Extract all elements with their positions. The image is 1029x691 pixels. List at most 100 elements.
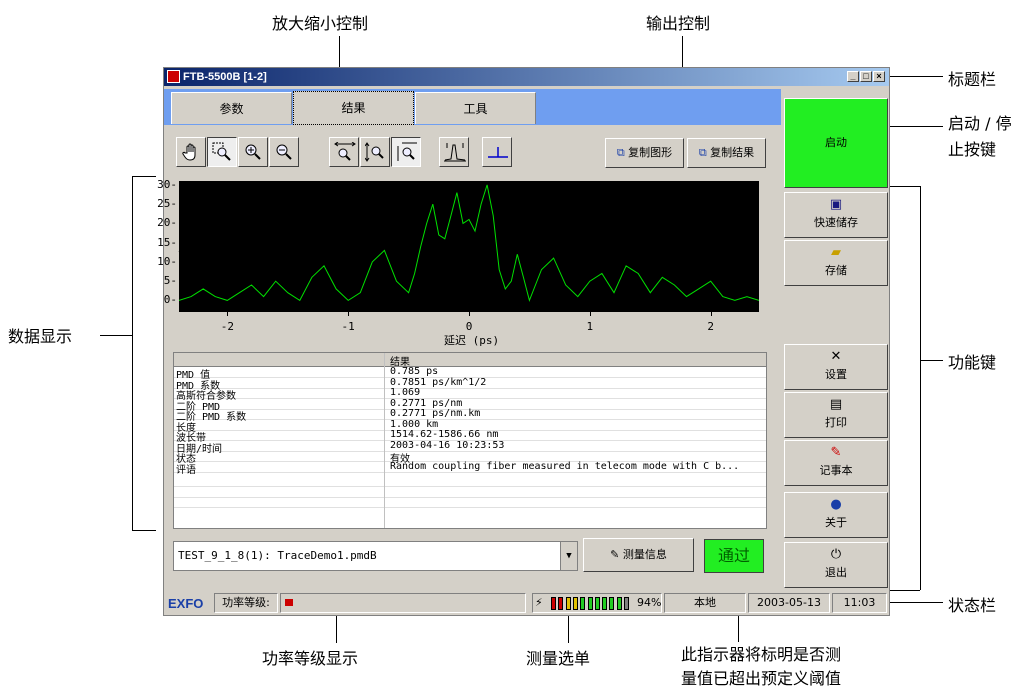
battery-segment (587, 597, 593, 610)
callout-start-stop-line1: 启动 / 停 (948, 114, 1012, 133)
quick-save-label: 快速储存 (814, 216, 858, 229)
copy-results-button[interactable]: ⧉ 复制结果 (687, 138, 766, 168)
table-row: PMD 值 0.785 ps (174, 366, 766, 381)
notepad-label: 记事本 (819, 464, 853, 477)
table-row: 二阶 PMD 系数 0.2771 ps/nm.km (174, 408, 766, 423)
callout-output-control: 输出控制 (646, 14, 711, 33)
battery-segment (616, 597, 622, 610)
trace-plot[interactable] (178, 181, 760, 312)
trace-line (178, 184, 760, 303)
y-tick-label: 30- (157, 177, 177, 191)
time-status: 11:03 (832, 593, 887, 613)
copy-graph-label: 复制图形 (628, 146, 673, 159)
print-button[interactable]: ▤ 打印 (784, 392, 888, 438)
row-key: 长度 (176, 422, 196, 434)
callout-pass-indicator: 此指示器将标明是否测 量值已超出预定义阈值 (681, 643, 841, 691)
exfo-logo: EXFO (168, 596, 204, 611)
settings-button[interactable]: ✕ 设置 (784, 344, 888, 390)
zoom-box-button[interactable] (207, 137, 237, 167)
table-row: PMD 系数 0.7851 ps/km^1/2 (174, 376, 766, 392)
settings-label: 设置 (825, 368, 847, 381)
start-label: 启动 (825, 136, 847, 149)
notepad-button[interactable]: ✎ 记事本 (784, 440, 888, 486)
measurement-dropdown-button[interactable]: ▼ (560, 542, 577, 570)
floppy-disk-icon: ▣ (829, 197, 843, 212)
battery-segment (602, 597, 608, 610)
measurement-info-button[interactable]: ✎ 测量信息 (583, 538, 694, 572)
row-key: PMD 值 (176, 370, 211, 381)
copy-icon: ⧉ (698, 146, 707, 159)
y-tick-label: 5- (163, 274, 177, 288)
about-button[interactable]: ● 关于 (784, 492, 888, 538)
callout-function-keys: 功能键 (948, 353, 997, 372)
window-title: FTB-5500B [1-2] (183, 71, 267, 83)
tab-results[interactable]: 结果 (293, 91, 414, 125)
quick-save-button[interactable]: ▣ 快速储存 (784, 192, 888, 238)
row-value: Random coupling fiber measured in teleco… (390, 460, 740, 472)
table-row-empty (174, 497, 766, 508)
zoom-out-button[interactable] (269, 137, 299, 167)
x-tick-label: 0 (465, 320, 473, 333)
info-pencil-icon: ✎ (610, 548, 620, 561)
baseline-marker-button[interactable] (482, 137, 512, 167)
callout-data-display: 数据显示 (8, 327, 73, 346)
folder-icon: ▰ (831, 245, 841, 260)
x-tick-mark (469, 312, 470, 316)
row-value: 1514.62-1586.66 nm (390, 429, 499, 440)
print-label: 打印 (825, 416, 847, 429)
callout-power-level: 功率等级显示 (262, 649, 359, 668)
zoom-out-icon (276, 144, 292, 160)
tab-parameters[interactable]: 参数 (171, 92, 292, 124)
hand-pan-icon (182, 143, 196, 161)
results-table: 结果 PMD 值 0.785 ps PMD 系数 0.7851 ps/km^1/2 高斯… (173, 352, 767, 529)
pan-button[interactable] (176, 137, 206, 167)
minimize-button[interactable]: _ (847, 71, 859, 82)
peak-marker-button[interactable] (439, 137, 469, 167)
zoom-vertical-button[interactable] (360, 137, 390, 167)
close-button[interactable]: × (873, 71, 885, 82)
mode-status: 本地 (664, 593, 746, 613)
zoom-horizontal-button[interactable] (329, 137, 359, 167)
tab-tools[interactable]: 工具 (415, 92, 536, 124)
x-tick-mark (348, 312, 350, 316)
x-tick-label: -2 (220, 320, 234, 333)
table-row-empty (174, 476, 766, 487)
app-window: FTB-5500B [1-2] _ □ × 参数 结果 工具 ⧉ 复制图形 ⧉ … (157, 67, 890, 616)
zoom-box-icon (212, 142, 231, 161)
start-button[interactable]: 启动 (784, 98, 888, 188)
save-button[interactable]: ▰ 存储 (784, 240, 888, 286)
y-tick-label: 0- (163, 293, 177, 307)
trace-plot-svg (178, 184, 760, 303)
maximize-button[interactable]: □ (860, 71, 872, 82)
app-logo-icon (167, 70, 180, 83)
zoom-fit-button[interactable] (391, 137, 421, 167)
row-value: 1.069 (390, 387, 421, 398)
power-level-meter (280, 593, 526, 613)
about-label: 关于 (825, 516, 847, 529)
battery-segment (580, 597, 586, 610)
power-level-label: 功率等级: (214, 593, 278, 613)
column-divider (384, 353, 385, 528)
y-tick-label: 15- (157, 235, 177, 249)
measurement-select[interactable]: TEST_9_1_8(1): TraceDemo1.pmdB ▼ (173, 541, 578, 571)
measurement-info-label: 测量信息 (622, 548, 667, 561)
exit-button[interactable]: ⏻ 退出 (784, 542, 888, 588)
row-value: 0.7851 ps/km^1/2 (390, 376, 487, 388)
measurement-select-value: TEST_9_1_8(1): TraceDemo1.pmdB (178, 549, 377, 562)
battery-percent: 94% (637, 596, 662, 609)
callout-start-stop-line2: 止按键 (948, 140, 997, 159)
printer-icon: ▤ (829, 397, 843, 412)
battery-segment (558, 597, 564, 610)
callout-pass-indicator-line1: 此指示器将标明是否测 (681, 645, 842, 664)
y-tick-label: 20- (157, 216, 177, 230)
header-blank (174, 352, 385, 365)
zoom-in-button[interactable] (238, 137, 268, 167)
zoom-fit-icon (397, 142, 417, 161)
battery-segment (565, 597, 571, 610)
exit-label: 退出 (825, 566, 847, 579)
copy-graph-button[interactable]: ⧉ 复制图形 (605, 138, 684, 168)
row-key: 日期/时间 (176, 443, 223, 455)
date-status: 2003-05-13 (748, 593, 830, 613)
header-results: 结果 (390, 357, 410, 368)
row-key: 评语 (176, 464, 196, 476)
